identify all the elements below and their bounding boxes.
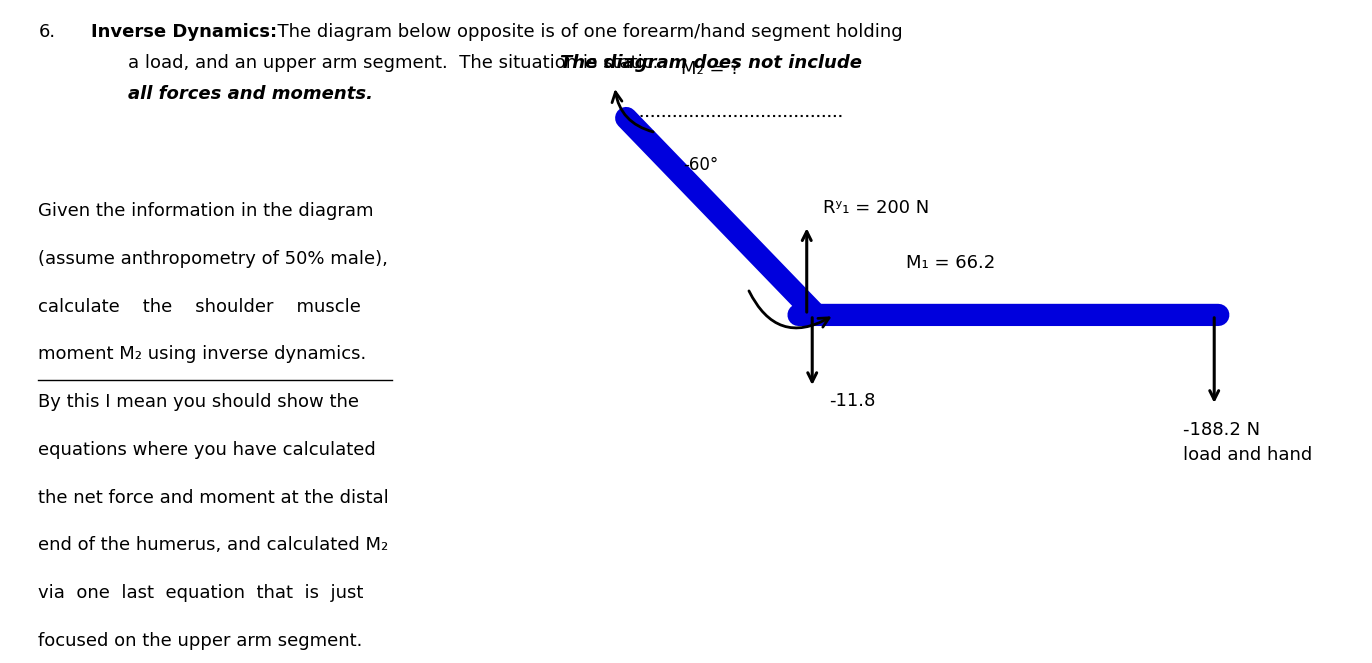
Text: The diagram below opposite is of one forearm/hand segment holding: The diagram below opposite is of one for… [266,23,903,41]
Text: focused on the upper arm segment.: focused on the upper arm segment. [38,632,362,650]
Text: M₂ = ?: M₂ = ? [681,60,740,78]
Text: Rʸ₁ = 200 N: Rʸ₁ = 200 N [823,200,929,217]
Text: The diagram does not include: The diagram does not include [560,54,862,72]
Text: load and hand: load and hand [1183,446,1312,463]
Text: -11.8: -11.8 [829,392,875,410]
Text: all forces and moments.: all forces and moments. [128,85,373,103]
Text: -60°: -60° [683,156,719,174]
Text: -188.2 N: -188.2 N [1183,421,1259,439]
Text: (assume anthropometry of 50% male),: (assume anthropometry of 50% male), [38,250,388,268]
Text: Inverse Dynamics:: Inverse Dynamics: [91,23,277,41]
Text: the net force and moment at the distal: the net force and moment at the distal [38,489,390,507]
Text: equations where you have calculated: equations where you have calculated [38,441,376,459]
Text: moment M₂ using inverse dynamics.: moment M₂ using inverse dynamics. [38,345,366,363]
Text: calculate    the    shoulder    muscle: calculate the shoulder muscle [38,298,361,316]
Text: a load, and an upper arm segment.  The situation is static.: a load, and an upper arm segment. The si… [128,54,670,72]
Text: via  one  last  equation  that  is  just: via one last equation that is just [38,584,364,602]
Text: end of the humerus, and calculated M₂: end of the humerus, and calculated M₂ [38,536,388,554]
Text: By this I mean you should show the: By this I mean you should show the [38,393,359,411]
Text: Given the information in the diagram: Given the information in the diagram [38,202,375,220]
Text: M₁ = 66.2: M₁ = 66.2 [906,254,995,272]
Text: 6.: 6. [38,23,55,41]
